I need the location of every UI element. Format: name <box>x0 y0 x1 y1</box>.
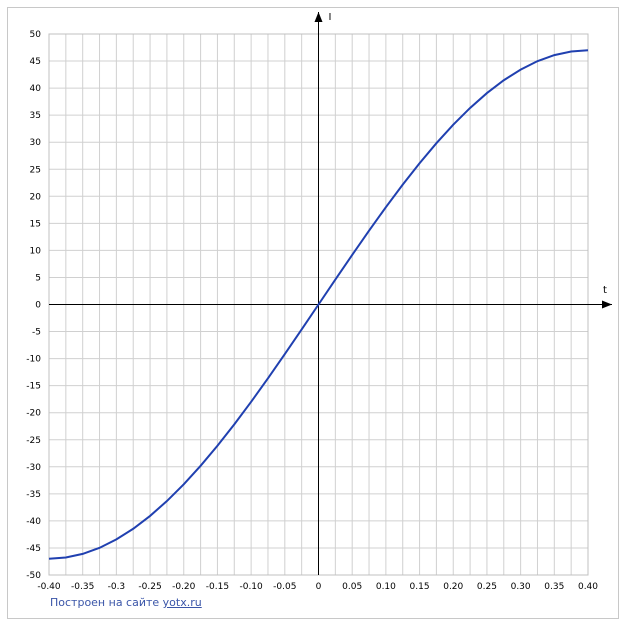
x-tick-label: -0.05 <box>273 582 296 592</box>
x-tick-label: 0.25 <box>477 582 497 592</box>
y-tick-label: 50 <box>30 30 42 40</box>
x-tick-label: -0.15 <box>206 582 229 592</box>
footer-link[interactable]: yotx.ru <box>162 596 202 609</box>
y-tick-label: -5 <box>32 328 41 338</box>
y-tick-label: 5 <box>35 273 41 283</box>
y-tick-label: -40 <box>26 517 41 527</box>
y-tick-label: 45 <box>30 57 41 67</box>
y-tick-label: -50 <box>26 571 41 581</box>
footer: Построен на сайте yotx.ru <box>50 596 202 609</box>
x-tick-label: -0.40 <box>37 582 61 592</box>
x-tick-label: -0.3 <box>108 582 126 592</box>
y-tick-label: 15 <box>30 219 41 229</box>
y-tick-label: 30 <box>30 138 42 148</box>
y-axis-arrow <box>314 12 323 22</box>
y-tick-label: -45 <box>26 544 41 554</box>
x-tick-label: -0.25 <box>138 582 161 592</box>
y-tick-label: -30 <box>26 463 41 473</box>
x-tick-label: -0.10 <box>239 582 263 592</box>
x-tick-label: -0.20 <box>172 582 196 592</box>
x-tick-label: 0.10 <box>376 582 396 592</box>
x-tick-label: 0.15 <box>410 582 430 592</box>
y-tick-label: 0 <box>35 301 41 311</box>
curve <box>48 49 589 560</box>
y-tick-label: -10 <box>26 355 41 365</box>
x-tick-label: 0.30 <box>511 582 531 592</box>
x-tick-label: 0.20 <box>443 582 463 592</box>
footer-text: Построен на сайте <box>50 596 163 609</box>
y-tick-label: -25 <box>26 436 41 446</box>
y-tick-label: 20 <box>30 192 42 202</box>
y-tick-label: 10 <box>30 246 42 256</box>
y-tick-label: -20 <box>26 409 41 419</box>
x-tick-label: 0.05 <box>342 582 362 592</box>
y-tick-label: -35 <box>26 490 41 500</box>
y-tick-label: 25 <box>30 165 41 175</box>
y-tick-label: -15 <box>26 382 41 392</box>
x-axis-arrow <box>602 300 612 309</box>
y-axis-label: I <box>329 12 332 23</box>
x-tick-label: 0.40 <box>578 582 598 592</box>
frame <box>7 7 619 619</box>
y-tick-label: 35 <box>30 111 41 121</box>
x-tick-label: 0 <box>316 582 322 592</box>
x-axis-label: t <box>603 285 607 296</box>
y-tick-label: 40 <box>30 84 42 94</box>
x-tick-label: 0.35 <box>544 582 564 592</box>
x-tick-label: -0.35 <box>71 582 94 592</box>
